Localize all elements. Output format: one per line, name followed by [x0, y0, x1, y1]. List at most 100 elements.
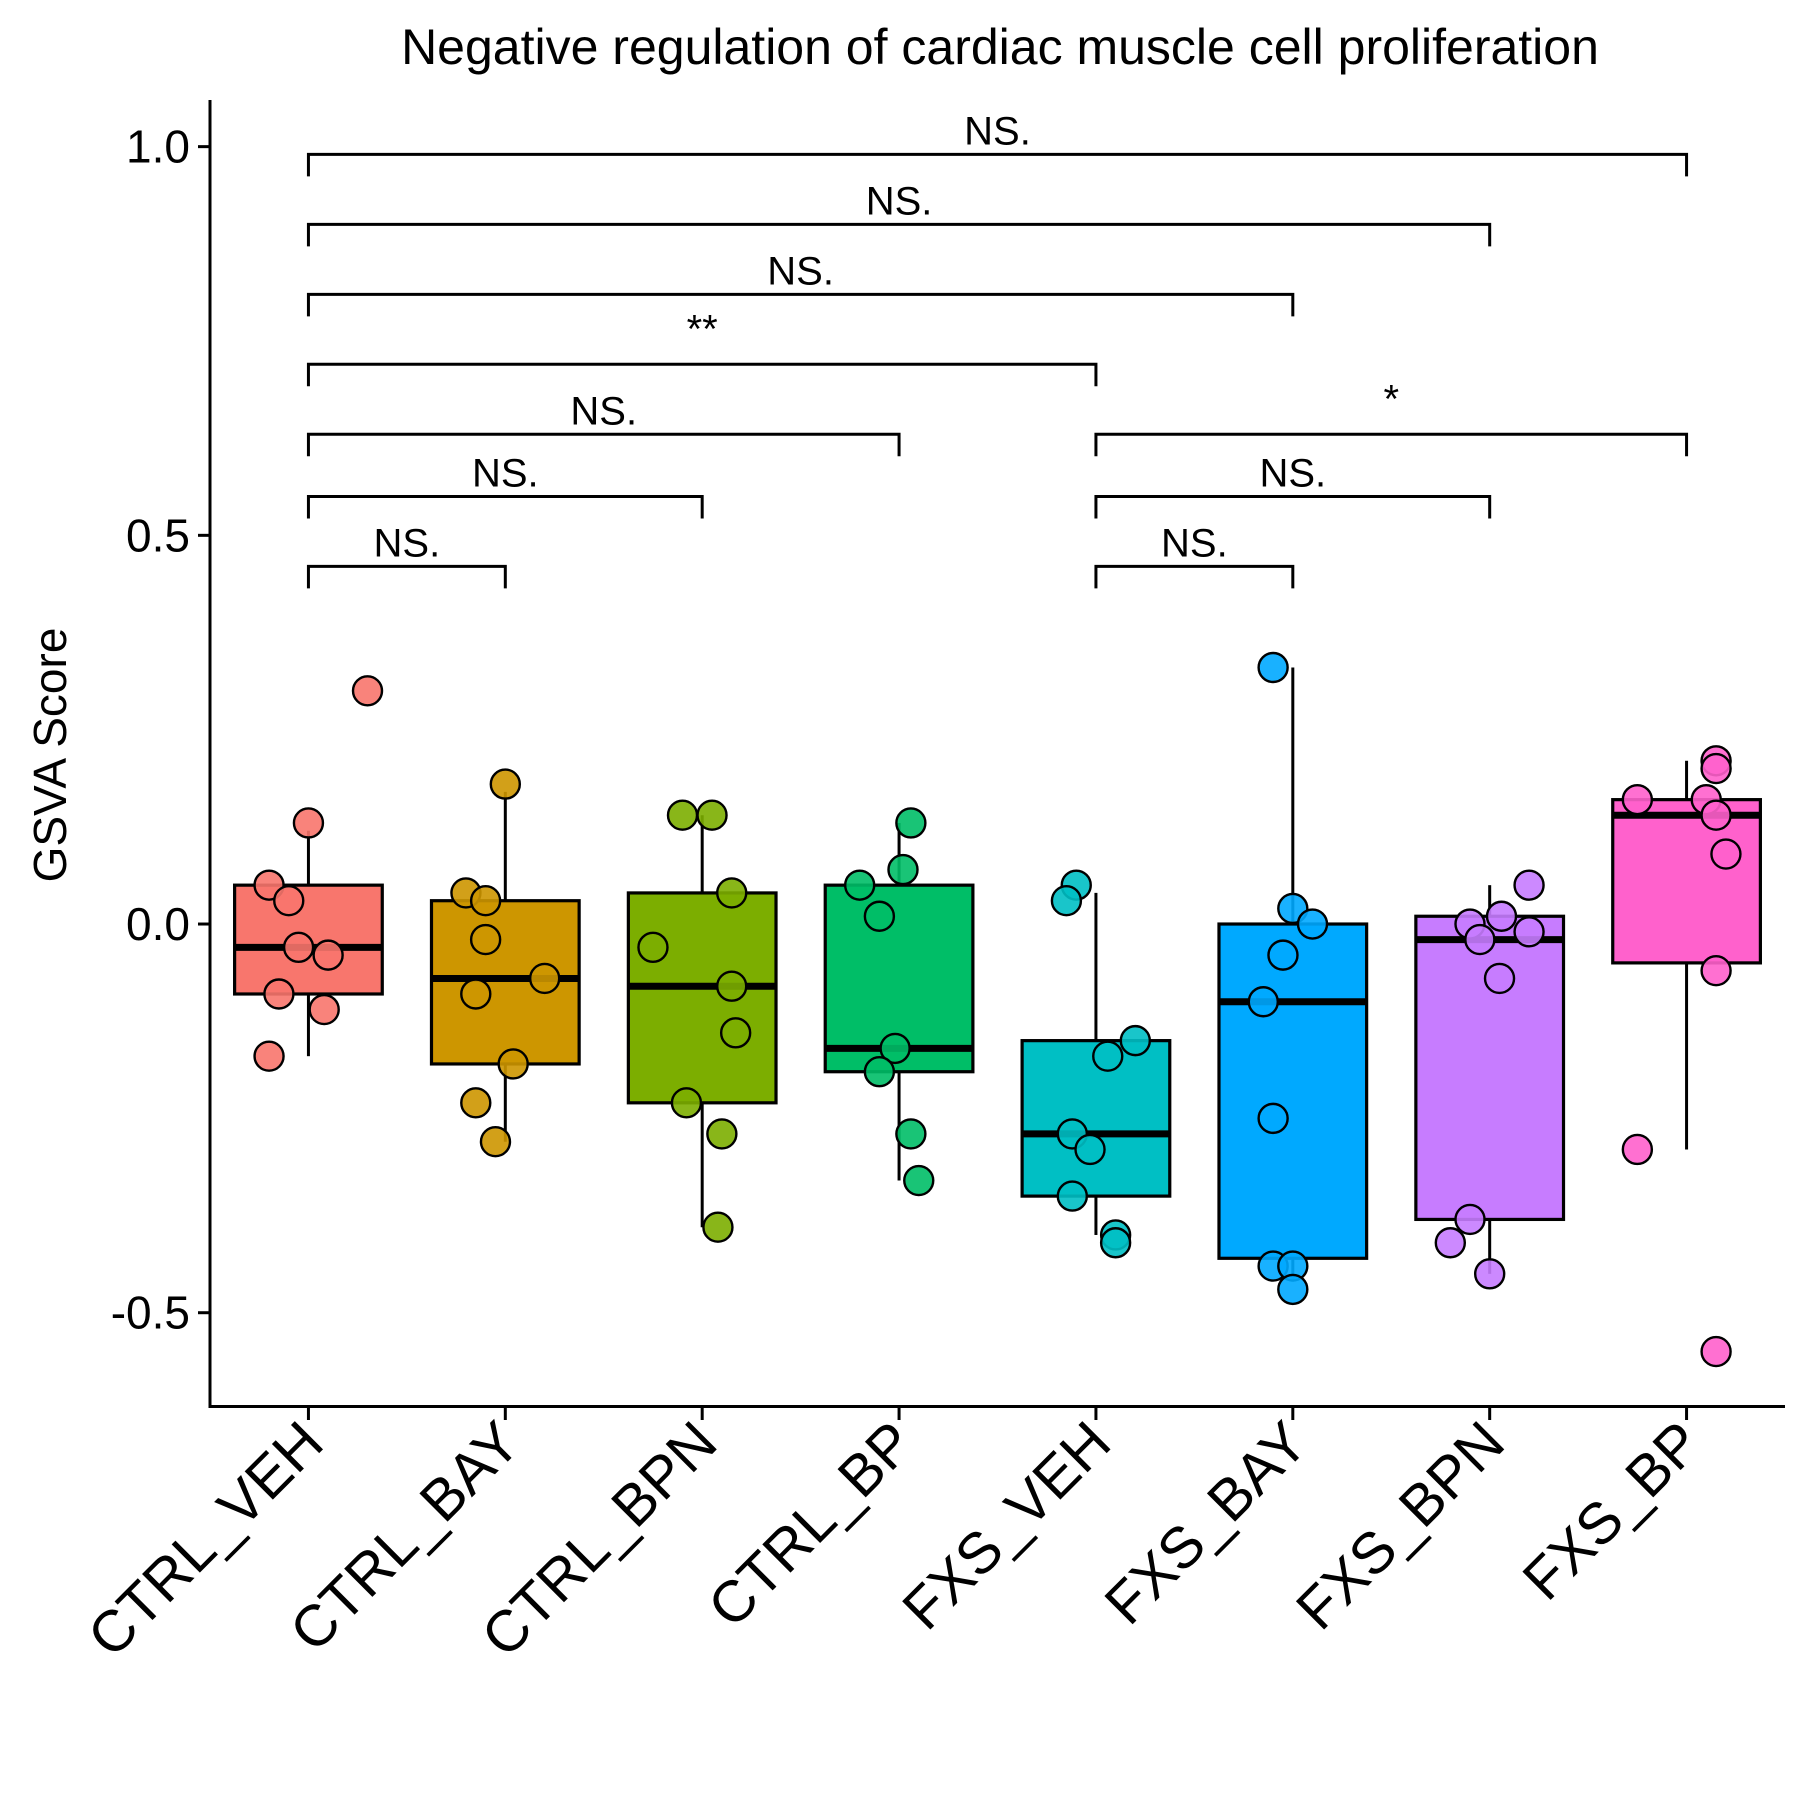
comparison-bracket: NS. [306, 109, 1689, 177]
data-point [1434, 1227, 1467, 1259]
data-point [308, 993, 340, 1026]
data-point [696, 799, 728, 831]
comparison-bracket: NS. [306, 249, 1295, 317]
data-point [1700, 799, 1732, 831]
x-axis-ticks: CTRL_VEHCTRL_BAYCTRL_BPNCTRL_BPFXS_VEHFX… [75, 1406, 1714, 1669]
significance-brackets: NS. NS. NS. ** NS. NS. NS. * NS. NS. [306, 109, 1689, 589]
comparison-bracket: * [1094, 377, 1689, 457]
significance-label: NS. [1259, 451, 1326, 495]
data-point [292, 807, 325, 839]
data-point [1700, 954, 1732, 987]
bracket-line [306, 222, 1492, 247]
box-body [1020, 1039, 1172, 1198]
box-body [1414, 914, 1566, 1222]
box-CTRL_BAY [429, 791, 581, 1142]
data-point [282, 931, 315, 964]
data-point [1247, 986, 1279, 1018]
box-FXS_BAY [1217, 667, 1369, 1282]
comparison-bracket: NS. [306, 451, 704, 519]
data-point [1513, 869, 1545, 901]
x-tick-label: FXS_BAY [1092, 1409, 1320, 1637]
bracket-line [1094, 494, 1492, 519]
data-point [895, 1118, 927, 1150]
data-point [637, 931, 669, 964]
data-point [1099, 1227, 1132, 1259]
data-point [469, 885, 502, 917]
y-axis-label: GSVA Score [24, 628, 76, 883]
y-tick-label: 0.0 [126, 898, 190, 950]
y-tick-label: -0.5 [111, 1287, 190, 1339]
x-tick-label: CTRL_BP [696, 1409, 927, 1640]
data-point [1700, 752, 1732, 785]
significance-label: ** [687, 307, 718, 351]
points-layer [253, 651, 1742, 1368]
box-body [1217, 922, 1369, 1260]
significance-label: NS. [964, 109, 1031, 153]
bracket-line [306, 152, 1689, 177]
box-CTRL_BPN [626, 815, 778, 1228]
box-FXS_VEH [1020, 892, 1172, 1235]
data-point [497, 1048, 529, 1080]
data-point [469, 923, 502, 956]
data-point [716, 877, 748, 909]
data-point [460, 978, 492, 1010]
bracket-line [306, 292, 1295, 317]
data-point [706, 1118, 738, 1150]
data-point [1050, 885, 1083, 917]
data-point [253, 1040, 285, 1072]
chart-title: Negative regulation of cardiac muscle ce… [401, 19, 1599, 75]
data-point [460, 1087, 492, 1119]
data-point [1700, 1335, 1732, 1368]
data-point [666, 799, 699, 831]
data-point [528, 962, 561, 995]
data-point [263, 978, 295, 1010]
data-point [1277, 1273, 1309, 1306]
boxes-layer [233, 667, 1762, 1282]
y-axis-ticks: -0.5 0.0 0.5 1.0 [111, 121, 210, 1339]
bracket-line [1094, 432, 1689, 457]
data-point [843, 869, 876, 901]
significance-label: * [1383, 377, 1399, 421]
comparison-bracket: ** [306, 307, 1098, 387]
comparison-bracket: NS. [1094, 451, 1492, 519]
x-tick-label: FXS_BP [1511, 1409, 1714, 1612]
data-point [273, 885, 305, 917]
significance-label: NS. [767, 249, 834, 293]
bracket-line [306, 362, 1098, 387]
significance-label: NS. [570, 389, 637, 433]
data-point [1473, 1258, 1506, 1290]
data-point [716, 970, 748, 1002]
data-point [863, 900, 896, 932]
bracket-line [306, 494, 704, 519]
data-point [1074, 1133, 1106, 1166]
data-point [1710, 838, 1742, 870]
data-point [479, 1125, 512, 1158]
data-point [1621, 1133, 1654, 1166]
data-point [1267, 939, 1299, 971]
box-body [1611, 798, 1762, 965]
y-tick-label: 1.0 [126, 121, 190, 173]
x-tick-label: FXS_VEH [890, 1409, 1123, 1642]
data-point [1621, 783, 1654, 816]
data-point [863, 1056, 896, 1088]
data-point [489, 768, 522, 800]
data-point [1464, 923, 1496, 956]
bracket-line [306, 432, 901, 457]
significance-label: NS. [472, 451, 539, 495]
data-point [1483, 962, 1516, 995]
data-point [351, 675, 384, 707]
comparison-bracket: NS. [306, 521, 507, 589]
box-body [626, 891, 778, 1105]
data-point [702, 1211, 734, 1243]
data-point [312, 939, 344, 971]
data-point [1513, 916, 1545, 948]
data-point [887, 853, 919, 886]
box-CTRL_BP [823, 822, 975, 1181]
data-point [719, 1017, 752, 1049]
comparison-bracket: NS. [306, 389, 901, 457]
data-point [1257, 651, 1289, 684]
data-point [1296, 908, 1329, 940]
data-point [903, 1164, 935, 1197]
bracket-line [1094, 564, 1295, 589]
